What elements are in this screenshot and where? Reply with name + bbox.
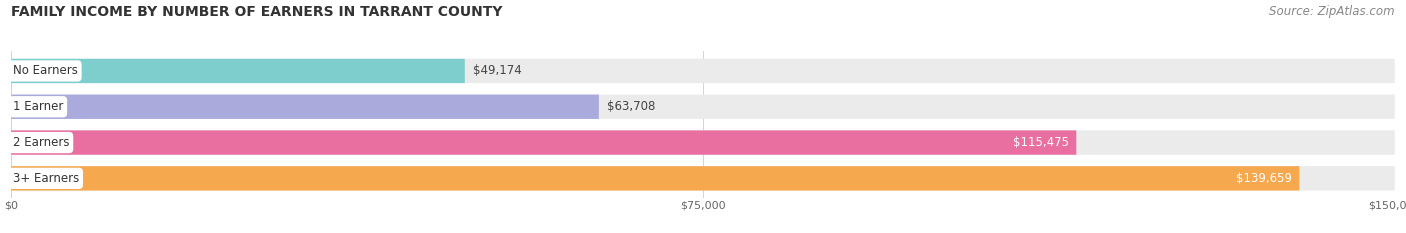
Text: 3+ Earners: 3+ Earners: [13, 172, 79, 185]
FancyBboxPatch shape: [11, 59, 1395, 83]
Text: 2 Earners: 2 Earners: [13, 136, 69, 149]
Text: $139,659: $139,659: [1236, 172, 1292, 185]
Text: No Earners: No Earners: [13, 65, 77, 77]
Text: 1 Earner: 1 Earner: [13, 100, 63, 113]
Text: $63,708: $63,708: [607, 100, 655, 113]
Text: $49,174: $49,174: [472, 65, 522, 77]
FancyBboxPatch shape: [11, 130, 1077, 155]
FancyBboxPatch shape: [11, 59, 465, 83]
Text: Source: ZipAtlas.com: Source: ZipAtlas.com: [1270, 5, 1395, 18]
FancyBboxPatch shape: [11, 95, 1395, 119]
FancyBboxPatch shape: [11, 95, 599, 119]
FancyBboxPatch shape: [11, 130, 1395, 155]
FancyBboxPatch shape: [11, 166, 1299, 191]
Text: FAMILY INCOME BY NUMBER OF EARNERS IN TARRANT COUNTY: FAMILY INCOME BY NUMBER OF EARNERS IN TA…: [11, 5, 503, 19]
Text: $115,475: $115,475: [1014, 136, 1070, 149]
FancyBboxPatch shape: [11, 166, 1395, 191]
